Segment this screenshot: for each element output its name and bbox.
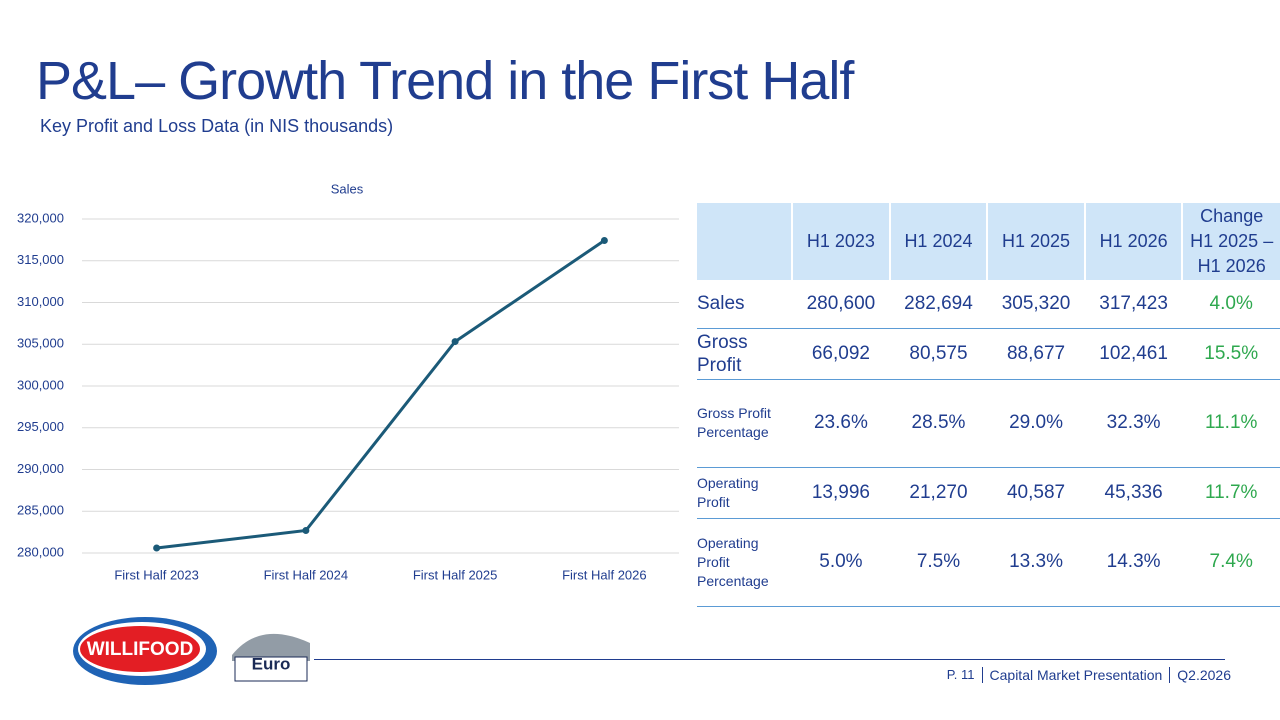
slide-subtitle: Key Profit and Loss Data (in NIS thousan… bbox=[40, 116, 394, 136]
table-row: Gross Profit 66,092 80,575 88,677 102,461 15.… bbox=[697, 328, 1280, 380]
table-row: Operating Profit 13,996 21,270 40,587 45,336… bbox=[697, 467, 1280, 519]
sales-line bbox=[156, 239, 606, 550]
y-tick-label: 315,000 bbox=[17, 252, 64, 267]
x-tick-label: First Half 2026 bbox=[562, 567, 647, 582]
slide-title: P&L– Growth Trend in the First Half bbox=[36, 51, 854, 111]
header-cell bbox=[697, 203, 793, 280]
euro-logo-text: Euro bbox=[252, 654, 291, 673]
period: Q2.2026 bbox=[1169, 667, 1238, 683]
row-label: Gross Profit Percentage bbox=[697, 379, 793, 468]
table-cell: 13.3% bbox=[987, 518, 1085, 607]
y-tick-label: 310,000 bbox=[17, 294, 64, 309]
row-label: Operating Profit Percentage bbox=[697, 518, 793, 607]
header-cell: Change H1 2025 – H1 2026 bbox=[1181, 203, 1280, 280]
x-tick-label: First Half 2023 bbox=[114, 567, 199, 582]
table-cell: 32.3% bbox=[1084, 379, 1183, 468]
y-tick-label: 280,000 bbox=[17, 544, 64, 559]
footer: P. 11 Capital Market Presentation Q2.202… bbox=[940, 667, 1238, 683]
y-tick-label: 295,000 bbox=[17, 419, 64, 434]
table-cell: 21,270 bbox=[889, 467, 988, 519]
euro-logo-box bbox=[234, 656, 308, 682]
table-cell: 11.7% bbox=[1182, 467, 1280, 519]
header-cell: H1 2025 bbox=[986, 203, 1085, 280]
table-cell: 5.0% bbox=[792, 518, 890, 607]
willifood-logo-text: WILLIFOOD bbox=[87, 639, 194, 660]
table-cell: 11.1% bbox=[1182, 379, 1280, 468]
table-cell: 280,600 bbox=[792, 280, 890, 329]
table-cell: 14.3% bbox=[1084, 518, 1183, 607]
point bbox=[153, 544, 161, 552]
header-row: H1 2023 H1 2024 H1 2025 H1 2026 Change H1 20… bbox=[697, 203, 1280, 280]
presentation-name: Capital Market Presentation bbox=[981, 667, 1170, 683]
header-cell: H1 2023 bbox=[791, 203, 890, 280]
table-cell: 28.5% bbox=[889, 379, 988, 468]
header-cell: H1 2026 bbox=[1083, 203, 1183, 280]
table-cell: 88,677 bbox=[987, 328, 1085, 380]
chart: Sales 280,000 285,000 290,000 295,000 300,00… bbox=[17, 181, 679, 582]
table-cell: 80,575 bbox=[889, 328, 988, 380]
logos: WILLIFOOD Euro bbox=[73, 617, 310, 685]
table-cell: 45,336 bbox=[1084, 467, 1183, 519]
page-number: P. 11 bbox=[946, 667, 975, 682]
table-cell: 7.4% bbox=[1182, 518, 1280, 607]
table-cell: 7.5% bbox=[889, 518, 988, 607]
table-cell: 66,092 bbox=[792, 328, 890, 380]
table-cell: 29.0% bbox=[987, 379, 1085, 468]
footer-rule bbox=[314, 659, 1225, 660]
row-label: Gross Profit bbox=[697, 328, 793, 380]
row-label: Sales bbox=[697, 280, 793, 329]
table-cell: 23.6% bbox=[792, 379, 890, 468]
row-label: Operating Profit bbox=[697, 467, 793, 519]
x-tick-label: First Half 2025 bbox=[413, 567, 498, 582]
y-tick-label: 305,000 bbox=[17, 336, 64, 351]
logo-oval bbox=[80, 626, 200, 672]
table-cell: 15.5% bbox=[1182, 328, 1280, 380]
table-row: Gross Profit Percentage 23.6% 28.5% 29.0% 32… bbox=[697, 379, 1280, 468]
chart-title: Sales bbox=[331, 181, 364, 196]
header-cell: H1 2024 bbox=[888, 203, 988, 280]
y-tick-label: 300,000 bbox=[17, 377, 64, 392]
x-tick-label: First Half 2024 bbox=[264, 567, 349, 582]
table-cell: 282,694 bbox=[889, 280, 988, 329]
table-cell: 40,587 bbox=[987, 467, 1085, 519]
point bbox=[600, 237, 608, 245]
point bbox=[302, 527, 310, 535]
table-cell: 305,320 bbox=[987, 280, 1085, 329]
table-row: Operating Profit Percentage 5.0% 7.5% 13.3%… bbox=[697, 518, 1280, 607]
table-cell: 4.0% bbox=[1182, 280, 1280, 329]
table-cell: 102,461 bbox=[1084, 328, 1183, 380]
y-tick-label: 320,000 bbox=[17, 210, 64, 225]
table-row: Sales 280,600 282,694 305,320 317,423 4.0% bbox=[697, 280, 1280, 329]
euro-logo-art bbox=[232, 633, 310, 661]
point bbox=[451, 338, 459, 346]
y-tick-label: 285,000 bbox=[17, 503, 64, 518]
table-cell: 317,423 bbox=[1084, 280, 1183, 329]
y-tick-label: 290,000 bbox=[17, 461, 64, 476]
table-cell: 13,996 bbox=[792, 467, 890, 519]
pl-table: H1 2023 H1 2024 H1 2025 H1 2026 Change H1 20… bbox=[697, 203, 1280, 607]
